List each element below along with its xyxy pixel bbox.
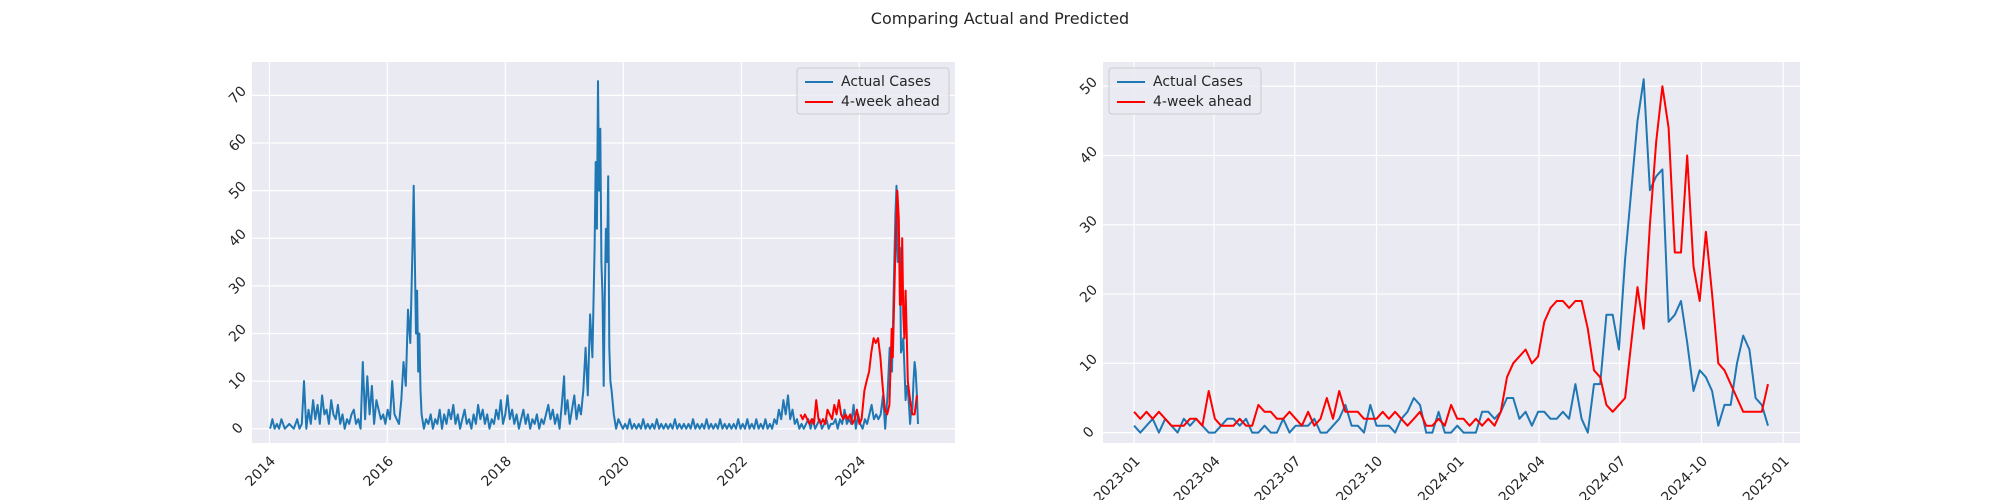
x-tick-label: 2024-04 xyxy=(1496,453,1549,500)
y-tick-label: 20 xyxy=(1077,282,1101,306)
x-tick-label: 2023-01 xyxy=(1091,453,1144,500)
x-tick-label: 2024 xyxy=(832,453,869,490)
x-tick-label: 2023-04 xyxy=(1171,453,1224,500)
y-tick-label: 10 xyxy=(226,369,250,393)
y-tick-label: 0 xyxy=(229,420,247,438)
x-tick-label: 2020 xyxy=(596,453,633,490)
y-tick-label: 40 xyxy=(226,226,250,250)
x-tick-label: 2014 xyxy=(243,453,280,490)
plot-area xyxy=(1103,62,1800,443)
legend-label: 4-week ahead xyxy=(1153,94,1252,110)
chart-panel-left: 0 10 20 30 40 50 60 70 2014 2016 2018 2020 2022 2024 A… xyxy=(226,62,955,490)
x-tick-label: 2025-01 xyxy=(1740,453,1793,500)
legend: Actual Cases 4-week ahead xyxy=(1108,67,1262,115)
legend-box xyxy=(796,67,950,115)
x-tick-label: 2016 xyxy=(360,453,397,490)
y-tick-label: 60 xyxy=(226,131,250,155)
y-tick-label: 40 xyxy=(1077,144,1101,168)
y-tick-label: 70 xyxy=(226,83,250,107)
y-tick-label: 30 xyxy=(226,274,250,298)
legend: Actual Cases 4-week ahead xyxy=(796,67,950,115)
series-line-predicted xyxy=(1133,85,1769,427)
y-tick-label: 10 xyxy=(1077,351,1101,375)
x-tick-label: 2018 xyxy=(479,453,516,490)
x-tick-label: 2024-01 xyxy=(1415,453,1468,500)
y-tick-label: 30 xyxy=(1077,213,1101,237)
x-tick-label: 2023-07 xyxy=(1252,453,1305,500)
y-tick-label: 50 xyxy=(1077,74,1101,98)
x-tick-label: 2023-10 xyxy=(1333,453,1386,500)
series-line-predicted xyxy=(799,189,918,425)
y-tick-label: 20 xyxy=(226,322,250,346)
x-tick-label: 2024-07 xyxy=(1577,453,1630,500)
figure-title: Comparing Actual and Predicted xyxy=(871,9,1129,28)
x-tick-label: 2024-10 xyxy=(1658,453,1711,500)
y-tick-label: 0 xyxy=(1080,424,1098,442)
series-line-actual xyxy=(1133,78,1769,434)
y-tick-label: 50 xyxy=(226,179,250,203)
chart-panel-right: 0 10 20 30 40 50 2023-01 2023-04 2023-07 2023-10 2… xyxy=(1077,62,1800,500)
legend-label: Actual Cases xyxy=(1153,74,1243,90)
legend-label: 4-week ahead xyxy=(841,94,940,110)
legend-label: Actual Cases xyxy=(841,74,931,90)
x-tick-label: 2022 xyxy=(715,453,752,490)
legend-box xyxy=(1108,67,1262,115)
